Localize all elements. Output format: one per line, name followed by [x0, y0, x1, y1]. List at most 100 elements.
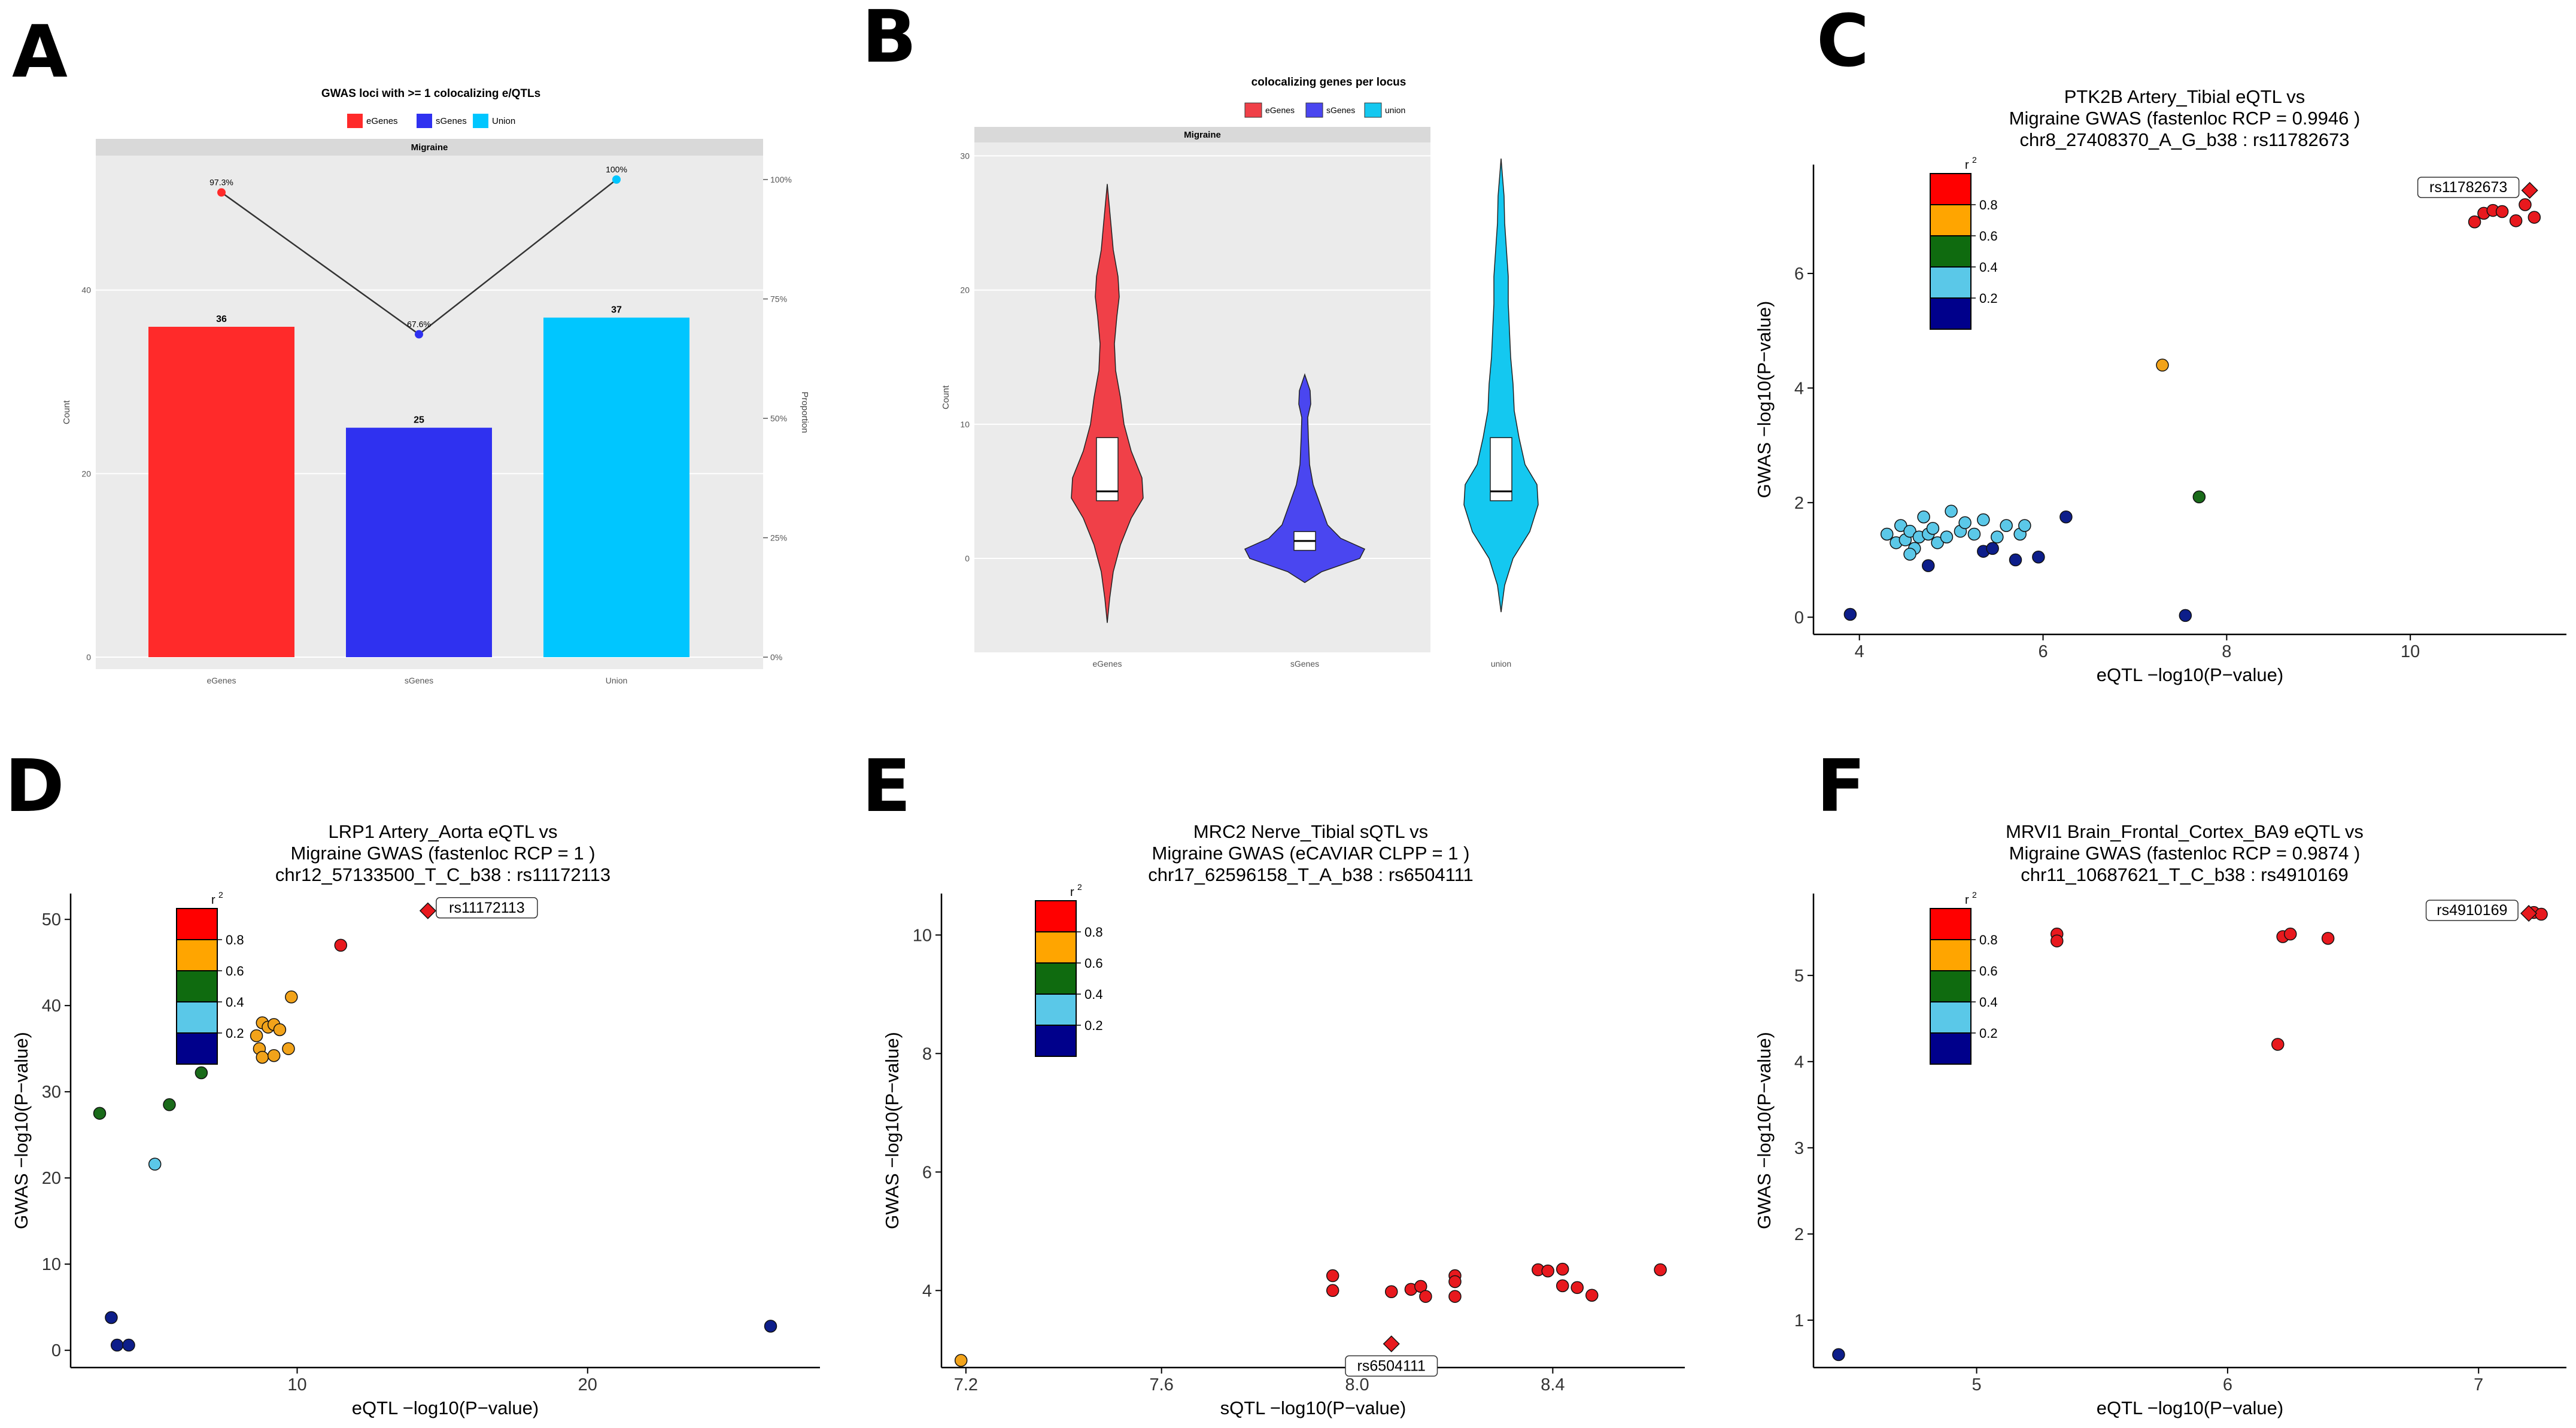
lead-snp-label-box [436, 897, 538, 919]
chart-title-line: chr12_57133500_T_C_b38 : rs11172113 [275, 864, 610, 885]
snp-point [2535, 907, 2548, 921]
chart-title-line: chr11_10687621_T_C_b38 : rs4910169 [2021, 864, 2349, 885]
y-axis-title: GWAS −log10(P−value) [11, 1032, 32, 1229]
proportion-point [217, 188, 226, 197]
lead-snp-label: rs6504111 [1357, 1357, 1426, 1374]
legend-color-cell [1930, 970, 1972, 1002]
legend-key [473, 114, 488, 128]
snp-point [256, 1050, 269, 1064]
panel-b-violin-chart: colocalizing genes per locus eGenes sGenes… [941, 76, 1539, 669]
legend-label: sGenes [436, 116, 467, 126]
chart-title-line: Migraine GWAS (eCAVIAR CLPP = 1 ) [1152, 843, 1470, 864]
chart-title-line: PTK2B Artery_Tibial eQTL vs [2064, 86, 2305, 107]
x-tick-label: union [1491, 659, 1511, 669]
legend-color-cell [1930, 939, 1972, 971]
x-tick-label: 6 [2038, 642, 2048, 661]
legend-title: r [1965, 894, 1969, 907]
chart-title-line: chr17_62596158_T_A_b38 : rs6504111 [1148, 864, 1474, 885]
snp-point [1448, 1275, 1462, 1289]
bar [148, 327, 294, 657]
y-tick-label: 5 [1794, 967, 1804, 986]
snp-point [1556, 1262, 1569, 1276]
snp-point [1832, 1348, 1845, 1362]
snp-point [1654, 1263, 1667, 1277]
y-tick-label: 10 [913, 926, 932, 945]
x-tick-label: 8 [2222, 642, 2231, 661]
x-tick-label: 8.4 [1541, 1375, 1565, 1394]
proportion-label: 67.6% [407, 320, 431, 329]
panel-label-d: D [5, 745, 65, 828]
lead-snp-label: rs4910169 [2437, 902, 2507, 919]
y-tick-label: 6 [922, 1163, 932, 1182]
snp-point [2321, 932, 2335, 945]
secondary-tick-label: 100% [770, 175, 792, 184]
snp-point [105, 1311, 118, 1324]
y-tick-label: 20 [81, 469, 91, 478]
legend-label: Union [492, 116, 515, 126]
bar-value-label: 25 [414, 415, 424, 426]
snp-point [1977, 513, 1990, 527]
snp-point [2509, 214, 2523, 227]
legend-title-superscript: 2 [218, 890, 223, 900]
snp-point [2018, 519, 2031, 532]
panel-label-f: F [1816, 745, 1866, 828]
proportion-label: 100% [606, 165, 627, 174]
snp-point [1922, 559, 1935, 572]
legend-color-cell [1930, 204, 1972, 236]
proportion-point [612, 175, 621, 184]
y-tick-label: 2 [1794, 1225, 1804, 1244]
snp-point [2059, 511, 2073, 524]
snp-point [2271, 1038, 2285, 1051]
secondary-tick-label: 50% [770, 414, 787, 423]
y-tick-label: 2 [1794, 494, 1804, 513]
lead-snp-marker [419, 902, 436, 919]
facet-label: Migraine [1184, 130, 1221, 140]
y-tick-label: 40 [42, 996, 61, 1016]
snp-point [163, 1098, 176, 1111]
legend-color-cell [1930, 266, 1972, 299]
snp-point [1384, 1285, 1398, 1299]
legend-tick-label: 0.2 [1979, 1026, 1998, 1041]
panel-label-b: B [862, 0, 916, 79]
legend-color-cell [1930, 1001, 1972, 1034]
secondary-tick-label: 25% [770, 533, 787, 543]
legend-color-cell [176, 908, 218, 940]
x-tick-label: 4 [1855, 642, 1864, 661]
snp-point [1945, 505, 1958, 518]
legend-tick-label: 0.8 [1979, 932, 1998, 947]
x-tick-label: 7.6 [1150, 1375, 1174, 1394]
x-tick-label: eGenes [206, 676, 236, 685]
snp-point [1541, 1264, 1554, 1278]
y-tick-label: 4 [1794, 379, 1804, 398]
lead-snp-label-box [2417, 177, 2520, 198]
y-tick-label: 30 [42, 1083, 61, 1102]
y-tick-label: 30 [960, 151, 970, 160]
legend-color-cell [1035, 962, 1077, 995]
x-tick-label: 5 [1972, 1375, 1981, 1394]
x-axis-title: eQTL −log10(P−value) [2097, 664, 2283, 685]
snp-point [1967, 527, 1981, 541]
y-tick-label: 10 [960, 420, 970, 429]
chart-title: GWAS loci with >= 1 colocalizing e/QTLs [321, 87, 540, 100]
lead-snp-label-box [1345, 1355, 1438, 1377]
lead-snp-marker [1383, 1335, 1400, 1353]
y-tick-label: 50 [42, 910, 61, 929]
legend-tick-label: 0.6 [226, 964, 244, 979]
legend-tick-label: 0.4 [226, 995, 244, 1010]
y-axis-title: GWAS −log10(P−value) [882, 1032, 903, 1229]
snp-point [1326, 1284, 1339, 1298]
legend-color-cell [176, 1001, 218, 1034]
y-tick-label: 4 [1794, 1053, 1804, 1072]
y-tick-label: 3 [1794, 1139, 1804, 1158]
y-tick-label: 20 [960, 285, 970, 295]
x-tick-label: eGenes [1092, 659, 1122, 669]
facet-strip [974, 127, 1430, 142]
snp-point [2468, 215, 2481, 229]
snp-point [110, 1338, 124, 1352]
snp-point [2179, 609, 2192, 622]
y-tick-label: 20 [42, 1169, 61, 1188]
legend-color-cell [1035, 993, 1077, 1026]
plot-panel [974, 142, 1430, 652]
lead-snp-marker [2521, 182, 2538, 199]
legend-title-superscript: 2 [1972, 155, 1977, 165]
